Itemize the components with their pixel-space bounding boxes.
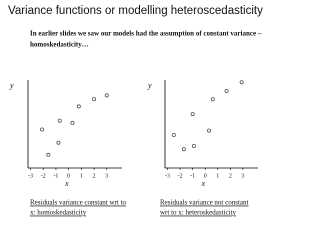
scatter-point <box>104 93 109 98</box>
scatter-point <box>181 147 186 152</box>
scatter-point <box>206 128 211 133</box>
scatter-point <box>70 120 75 125</box>
slide: Variance functions or modelling heterosc… <box>8 5 263 217</box>
x-tick-label: 2 <box>93 173 96 179</box>
scatter-point <box>46 152 51 157</box>
scatter-point <box>76 104 81 109</box>
x-tick-label: -3 <box>28 173 33 179</box>
chart-caption: wrt to x: heteroskedasticity <box>160 209 237 217</box>
x-tick-label: -3 <box>165 173 170 179</box>
x-tick-label: 0 <box>67 173 70 179</box>
chart-caption: x: homoskedasticity <box>30 209 87 217</box>
x-axis-label: x <box>64 179 69 188</box>
scatter-point <box>210 97 215 102</box>
x-tick-label: 3 <box>241 173 244 179</box>
scatter-point <box>224 89 229 94</box>
x-tick-label: 1 <box>80 173 83 179</box>
x-tick-label: 2 <box>229 173 232 179</box>
scatter-point <box>92 97 97 102</box>
scatter-point <box>56 140 61 145</box>
slide-title: Variance functions or modelling heterosc… <box>8 5 263 17</box>
x-tick-label: 0 <box>204 173 207 179</box>
scatter-point <box>39 127 44 132</box>
scatter-point <box>171 132 176 137</box>
scatter-point <box>57 118 62 123</box>
slide-text: homoskedasticity… <box>30 41 89 49</box>
x-tick-label: -1 <box>53 173 58 179</box>
y-axis-label: y <box>147 81 152 90</box>
x-tick-label: -2 <box>178 173 183 179</box>
x-tick-label: -2 <box>41 173 46 179</box>
chart-caption: Residuals variance not constant <box>160 199 249 207</box>
y-axis-label: y <box>9 81 14 90</box>
scatter-point <box>191 143 196 148</box>
slide-text: In earlier slides we saw our models had … <box>30 30 262 38</box>
x-tick-label: -1 <box>190 173 195 179</box>
scatter-point <box>239 80 244 85</box>
x-tick-label: 3 <box>105 173 108 179</box>
x-axis-label: x <box>201 179 206 188</box>
chart-caption: Residuals variance constant wrt to <box>30 199 127 207</box>
x-tick-label: 1 <box>216 173 219 179</box>
scatter-point <box>190 112 195 117</box>
